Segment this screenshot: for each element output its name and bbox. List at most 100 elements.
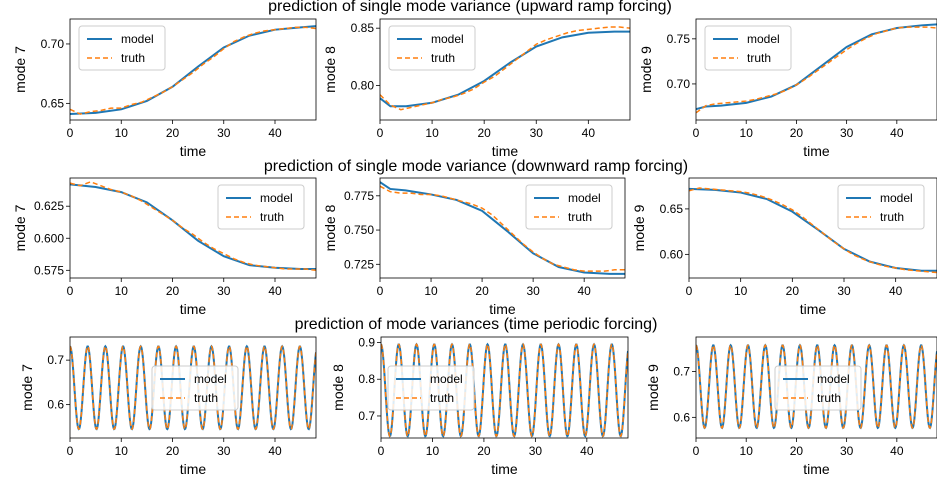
y-tick-label: 0.80 bbox=[351, 79, 375, 93]
x-tick-label: 40 bbox=[890, 444, 904, 458]
x-tick-label: 10 bbox=[115, 126, 129, 140]
legend-label-truth: truth bbox=[817, 391, 841, 405]
y-tick-label: 0.625 bbox=[34, 199, 64, 213]
y-axis-label: mode 9 bbox=[645, 364, 661, 411]
x-tick-label: 40 bbox=[268, 126, 282, 140]
y-tick-label: 0.85 bbox=[351, 21, 375, 35]
legend: model truth bbox=[837, 184, 925, 230]
x-tick-label: 20 bbox=[166, 126, 180, 140]
y-tick-label: 0.65 bbox=[660, 202, 684, 216]
plot-area bbox=[696, 343, 937, 430]
series-line-truth bbox=[696, 26, 937, 114]
series-line-truth bbox=[70, 345, 316, 431]
legend-label-truth: truth bbox=[260, 210, 284, 224]
x-tick-label: 10 bbox=[740, 126, 754, 140]
x-tick-label: 30 bbox=[217, 126, 231, 140]
axes-frame bbox=[69, 18, 317, 121]
legend-label-truth: truth bbox=[568, 210, 592, 224]
x-tick-label: 0 bbox=[693, 126, 700, 140]
legend-label-model: model bbox=[880, 191, 913, 205]
series-line-truth bbox=[380, 185, 625, 272]
y-axis-label: mode 7 bbox=[12, 46, 28, 93]
y-tick-label: 0.6 bbox=[673, 410, 690, 424]
legend: model truth bbox=[217, 184, 305, 230]
legend: model truth bbox=[387, 365, 475, 411]
x-tick-label: 10 bbox=[115, 444, 129, 458]
axes-frame bbox=[695, 18, 937, 121]
y-tick-label: 0.7 bbox=[673, 364, 690, 378]
plot-area bbox=[689, 187, 937, 274]
legend-box bbox=[837, 184, 925, 230]
x-tick-label: 30 bbox=[529, 444, 543, 458]
y-axis-label: mode 9 bbox=[631, 204, 647, 251]
x-tick-label: 20 bbox=[786, 284, 800, 298]
x-tick-label: 0 bbox=[67, 284, 74, 298]
plot-area bbox=[380, 26, 630, 111]
x-tick-label: 20 bbox=[166, 444, 180, 458]
legend-label-model: model bbox=[121, 32, 154, 46]
plot-area bbox=[70, 344, 316, 431]
legend-box bbox=[388, 25, 476, 71]
legend: model truth bbox=[388, 25, 476, 71]
legend-label-model: model bbox=[817, 372, 850, 386]
y-axis-label: mode 7 bbox=[12, 204, 28, 251]
y-tick-label: 0.725 bbox=[344, 257, 374, 271]
subplot-9: 0 10 20 30 40 0.6 0.7 mode 9 time model truth bbox=[645, 336, 937, 477]
y-axis-label: mode 8 bbox=[322, 204, 338, 251]
plot-area bbox=[70, 181, 316, 272]
legend-box bbox=[78, 25, 166, 71]
x-tick-label: 30 bbox=[837, 284, 851, 298]
x-axis-label: time bbox=[491, 461, 518, 477]
legend-label-model: model bbox=[194, 372, 227, 386]
x-tick-label: 30 bbox=[217, 284, 231, 298]
x-tick-label: 40 bbox=[577, 284, 591, 298]
y-tick-label: 0.7 bbox=[358, 409, 375, 423]
subplot-7: 0 10 20 30 40 0.6 0.7 mode 7 time model truth bbox=[19, 336, 317, 477]
x-tick-label: 30 bbox=[840, 126, 854, 140]
legend-label-model: model bbox=[568, 191, 601, 205]
x-tick-label: 10 bbox=[426, 444, 440, 458]
y-tick-label: 0.65 bbox=[41, 96, 65, 110]
axes-frame bbox=[69, 177, 317, 279]
row-title-downward: prediction of single mode variance (down… bbox=[264, 158, 688, 175]
axes-frame bbox=[379, 177, 626, 279]
y-tick-label: 0.6 bbox=[47, 398, 64, 412]
y-axis-label: mode 9 bbox=[638, 46, 654, 93]
x-tick-label: 10 bbox=[425, 126, 439, 140]
x-tick-label: 30 bbox=[530, 126, 544, 140]
x-axis-label: time bbox=[489, 301, 516, 317]
legend: model truth bbox=[525, 184, 613, 230]
x-tick-label: 20 bbox=[477, 444, 491, 458]
x-tick-label: 0 bbox=[377, 284, 384, 298]
x-tick-label: 20 bbox=[790, 444, 804, 458]
subplot-5: 0 10 20 30 40 0.725 0.750 0.775 mode 8 time model t… bbox=[322, 177, 626, 317]
legend-label-truth: truth bbox=[880, 210, 904, 224]
x-tick-label: 40 bbox=[268, 444, 282, 458]
legend-box bbox=[217, 184, 305, 230]
series-line-truth bbox=[70, 26, 316, 115]
x-tick-label: 30 bbox=[526, 284, 540, 298]
x-axis-label: time bbox=[180, 143, 207, 159]
x-tick-label: 10 bbox=[740, 444, 754, 458]
legend-label-truth: truth bbox=[430, 391, 454, 405]
plot-area bbox=[380, 181, 625, 275]
legend-label-truth: truth bbox=[747, 51, 771, 65]
subplot-4: 0 10 20 30 40 0.575 0.600 0.625 mode 7 time model t… bbox=[12, 177, 317, 317]
subplot-3: 0 10 20 30 40 0.70 0.75 mode 9 time model truth bbox=[638, 18, 937, 159]
x-tick-label: 0 bbox=[67, 126, 74, 140]
x-tick-label: 0 bbox=[377, 126, 384, 140]
row-title-upward: prediction of single mode variance (upwa… bbox=[268, 0, 672, 15]
x-tick-label: 20 bbox=[477, 126, 491, 140]
x-tick-label: 40 bbox=[268, 284, 282, 298]
x-tick-label: 0 bbox=[686, 284, 693, 298]
legend-box bbox=[387, 365, 475, 411]
subplot-6: 0 10 20 30 40 0.60 0.65 mode 9 time model truth bbox=[631, 177, 937, 317]
x-axis-label: time bbox=[803, 143, 830, 159]
x-tick-label: 10 bbox=[115, 284, 129, 298]
subplot-2: 0 10 20 30 40 0.80 0.85 mode 8 time model truth bbox=[322, 18, 631, 159]
series-line-truth bbox=[70, 181, 316, 272]
y-tick-label: 0.7 bbox=[47, 353, 64, 367]
legend-box bbox=[525, 184, 613, 230]
axes-frame bbox=[688, 177, 937, 279]
